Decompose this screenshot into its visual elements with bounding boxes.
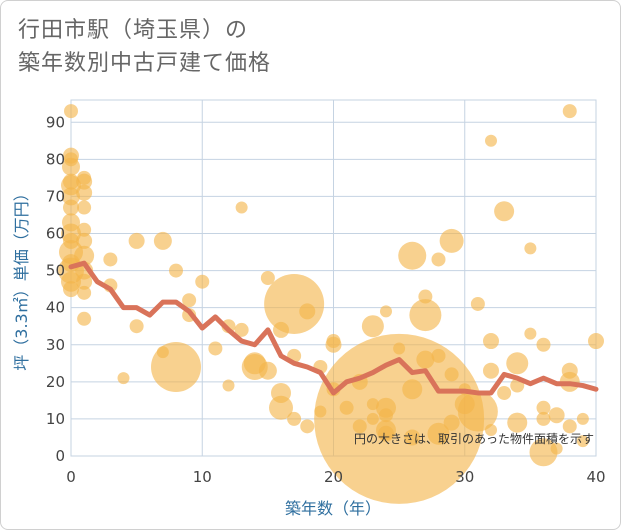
bubble-point — [76, 173, 93, 190]
bubble-point — [77, 222, 92, 237]
bubble-point — [235, 201, 248, 214]
bubble-point — [536, 400, 551, 415]
bubble-point — [74, 245, 95, 266]
chart-title: 行田市駅（埼玉県）の 築年数別中古戸建て価格 — [18, 14, 271, 80]
bubble-point — [128, 232, 145, 249]
bubble-point — [529, 438, 558, 467]
x-axis-ticks: 0 10 20 30 40 — [66, 468, 605, 486]
bubble-point — [576, 412, 589, 425]
bubble-point — [169, 263, 183, 278]
x-tick-label: 30 — [455, 468, 474, 486]
bubble-point — [416, 350, 435, 369]
bubble-point — [494, 201, 515, 222]
chart-title-line-2: 築年数別中古戸建て価格 — [18, 51, 272, 76]
bubble-point — [195, 274, 210, 289]
bubble-point — [470, 296, 485, 311]
bubble-point — [182, 293, 197, 308]
bubble-point — [62, 157, 80, 176]
y-tick-label: 60 — [46, 225, 65, 243]
bubble-point — [431, 252, 446, 267]
bubble-point — [483, 333, 499, 350]
y-tick-label: 70 — [46, 187, 65, 205]
bubble-point — [361, 315, 384, 338]
bubble-point — [234, 322, 249, 337]
y-tick-label: 20 — [46, 373, 65, 391]
bubble-point — [431, 348, 446, 363]
bubble-point — [62, 187, 80, 206]
bubble-point — [258, 361, 277, 380]
bubble-point — [444, 367, 459, 382]
bubble-point — [506, 352, 529, 375]
bubble-point — [536, 411, 551, 426]
bubble-point — [576, 435, 589, 448]
bubble-point — [129, 319, 144, 334]
bubble-point — [76, 184, 93, 201]
bubble-point — [64, 104, 78, 119]
bubble-point — [117, 372, 130, 385]
bubble-point — [63, 199, 79, 216]
bubble-point — [398, 241, 427, 270]
bubble-series — [58, 104, 604, 504]
bubble-point — [404, 429, 421, 446]
bubble-point — [287, 411, 302, 426]
bubble-point — [457, 391, 498, 432]
bubble-point — [409, 299, 442, 332]
bubble-point — [63, 281, 79, 298]
chart-title-line-1: 行田市駅（埼玉県）の — [18, 18, 249, 43]
bubble-point — [151, 342, 201, 392]
bubble-point — [76, 273, 93, 290]
bubble-point — [485, 134, 497, 147]
bubble-point — [427, 422, 450, 445]
bubble-point — [524, 242, 537, 255]
bubble-point — [260, 271, 275, 285]
bubble-point — [380, 305, 392, 318]
y-tick-label: 50 — [46, 262, 65, 280]
bubble-point — [507, 412, 528, 433]
y-tick-label: 10 — [46, 410, 65, 428]
x-tick-label: 10 — [193, 468, 212, 486]
bubble-point — [588, 333, 604, 350]
bubble-point — [497, 385, 512, 400]
bubble-point — [524, 327, 537, 340]
y-axis-ticks: 0 10 20 30 40 50 60 70 80 90 — [46, 113, 65, 465]
bubble-point — [300, 419, 315, 434]
bubble-point — [562, 419, 577, 434]
bubble-size-note: 円の大きさは、取引のあった物件面積を示す — [354, 431, 594, 446]
x-tick-label: 40 — [586, 468, 605, 486]
x-tick-label: 0 — [66, 468, 76, 486]
y-tick-label: 40 — [46, 299, 65, 317]
y-tick-label: 90 — [46, 113, 65, 131]
bubble-point — [264, 273, 325, 334]
bubble-point — [443, 414, 460, 431]
bubble-point — [536, 337, 551, 352]
bubble-point — [562, 104, 577, 119]
bubble-point — [103, 252, 118, 267]
y-tick-label: 80 — [46, 150, 65, 168]
bubble-point — [208, 341, 223, 356]
y-tick-label: 30 — [46, 336, 65, 354]
x-axis-title: 築年数（年） — [285, 499, 381, 518]
average-price-line — [68, 260, 599, 396]
bubble-point — [483, 362, 499, 379]
y-axis-title: 坪（3.3㎡）単価（万円） — [12, 185, 31, 370]
bubble-point — [269, 395, 293, 420]
y-tick-label: 0 — [55, 447, 65, 465]
bubble-point — [402, 379, 423, 400]
bubble-point — [76, 232, 93, 249]
bubble-point — [77, 200, 92, 215]
bubble-point — [550, 442, 563, 455]
bubble-point — [548, 407, 565, 424]
bubble-point — [439, 228, 464, 253]
bubble-point — [325, 336, 342, 353]
x-tick-label: 20 — [324, 468, 343, 486]
bubble-point — [77, 311, 92, 326]
bubble-point — [299, 303, 316, 320]
bubble-point — [485, 424, 497, 437]
bubble-point — [153, 231, 172, 250]
bubble-point — [77, 285, 92, 300]
bubble-point — [222, 379, 235, 392]
